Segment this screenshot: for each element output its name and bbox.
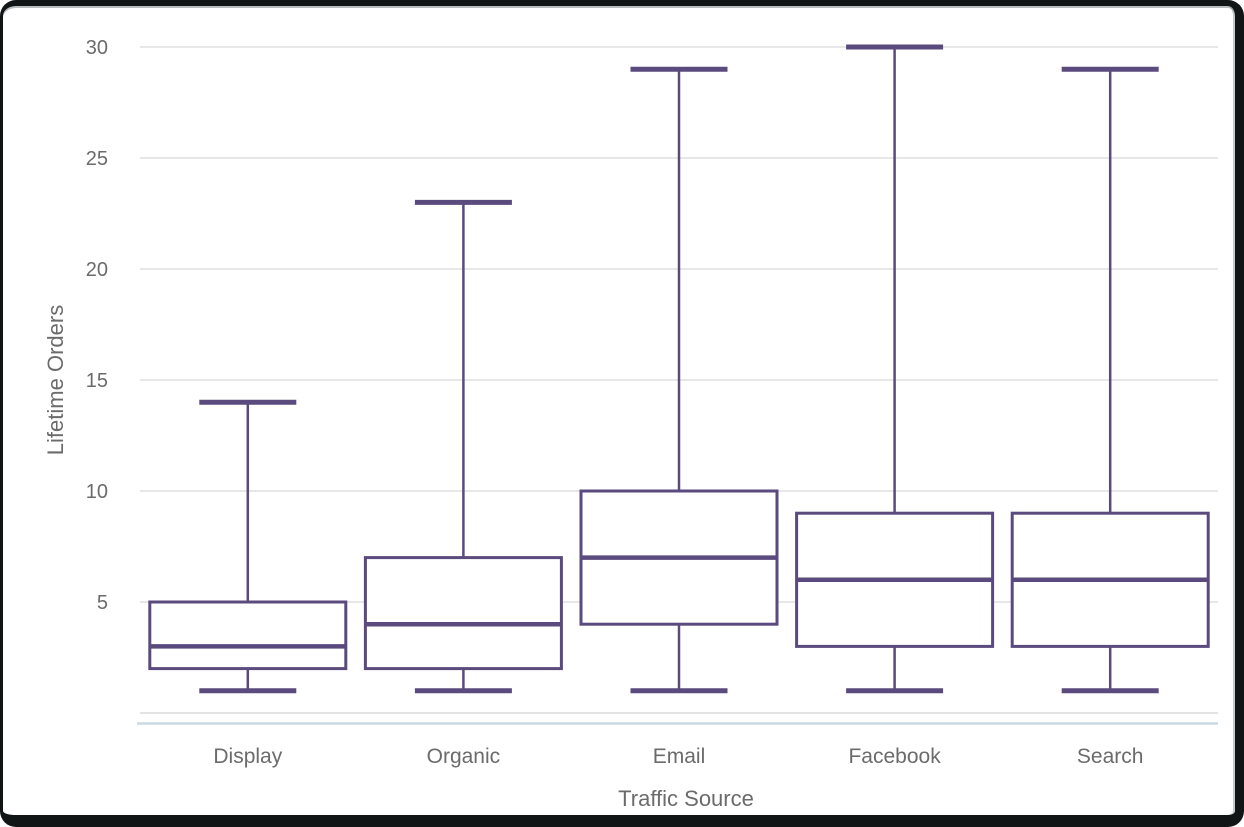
x-category-label-organic: Organic — [427, 745, 501, 768]
y-axis-title: Lifetime Orders — [43, 305, 68, 455]
x-category-label-search: Search — [1077, 745, 1144, 768]
y-tick-label-20: 20 — [86, 259, 108, 281]
box-group-email[interactable] — [579, 66, 779, 694]
iqr-box — [363, 556, 563, 671]
y-tick-label-25: 25 — [86, 148, 108, 170]
box-group-facebook[interactable] — [795, 44, 995, 694]
x-category-label-display: Display — [213, 745, 282, 768]
box-group-search[interactable] — [1010, 66, 1210, 694]
iqr-box — [148, 600, 348, 671]
box-group-organic[interactable] — [363, 199, 563, 694]
box-group-display[interactable] — [148, 399, 348, 694]
box-layer — [148, 44, 1210, 694]
x-axis-title: Traffic Source — [618, 786, 754, 811]
y-tick-label-10: 10 — [86, 481, 108, 503]
y-tick-label-15: 15 — [86, 370, 108, 392]
axis-label-layer: 5 10 15 20 25 30 Display Organic Email Facebook Se… — [86, 37, 1144, 768]
y-tick-label-5: 5 — [97, 592, 108, 614]
x-category-label-email: Email — [653, 745, 706, 768]
y-tick-label-30: 30 — [86, 37, 108, 59]
x-category-label-facebook: Facebook — [848, 745, 941, 768]
